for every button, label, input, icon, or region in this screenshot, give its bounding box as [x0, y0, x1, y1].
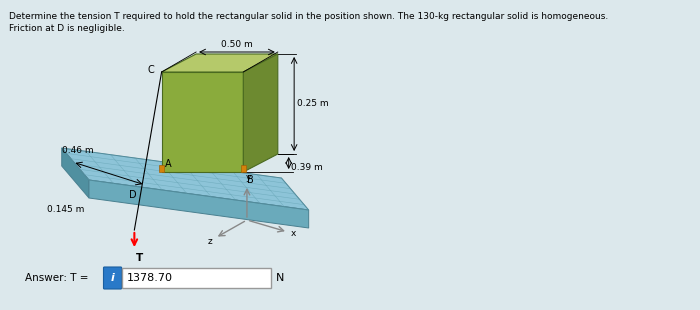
Text: Friction at D is negligible.: Friction at D is negligible. — [9, 24, 125, 33]
Text: A: A — [165, 159, 172, 169]
Text: x: x — [290, 229, 296, 238]
Text: C: C — [148, 65, 154, 75]
FancyBboxPatch shape — [122, 268, 272, 288]
Polygon shape — [159, 165, 164, 172]
Text: T: T — [136, 253, 144, 263]
Polygon shape — [162, 54, 278, 72]
Text: z: z — [208, 237, 212, 246]
Polygon shape — [244, 54, 278, 172]
Text: 0.145 m: 0.145 m — [47, 205, 85, 214]
Text: 0.46 m: 0.46 m — [62, 146, 93, 155]
Text: Answer: T =: Answer: T = — [25, 273, 89, 283]
Text: y: y — [246, 173, 251, 182]
Text: N: N — [276, 273, 284, 283]
Polygon shape — [62, 148, 89, 198]
Text: i: i — [111, 273, 115, 283]
Polygon shape — [89, 180, 309, 228]
Polygon shape — [162, 72, 244, 172]
Text: B: B — [247, 175, 253, 185]
Text: Determine the tension T required to hold the rectangular solid in the position s: Determine the tension T required to hold… — [9, 12, 608, 21]
Text: 1378.70: 1378.70 — [127, 273, 173, 283]
Polygon shape — [62, 148, 309, 210]
FancyBboxPatch shape — [104, 267, 122, 289]
Text: 0.39 m: 0.39 m — [291, 162, 323, 171]
Text: 0.50 m: 0.50 m — [221, 40, 253, 49]
Text: 0.25 m: 0.25 m — [297, 100, 328, 108]
Polygon shape — [241, 165, 246, 172]
Text: D: D — [129, 190, 137, 200]
